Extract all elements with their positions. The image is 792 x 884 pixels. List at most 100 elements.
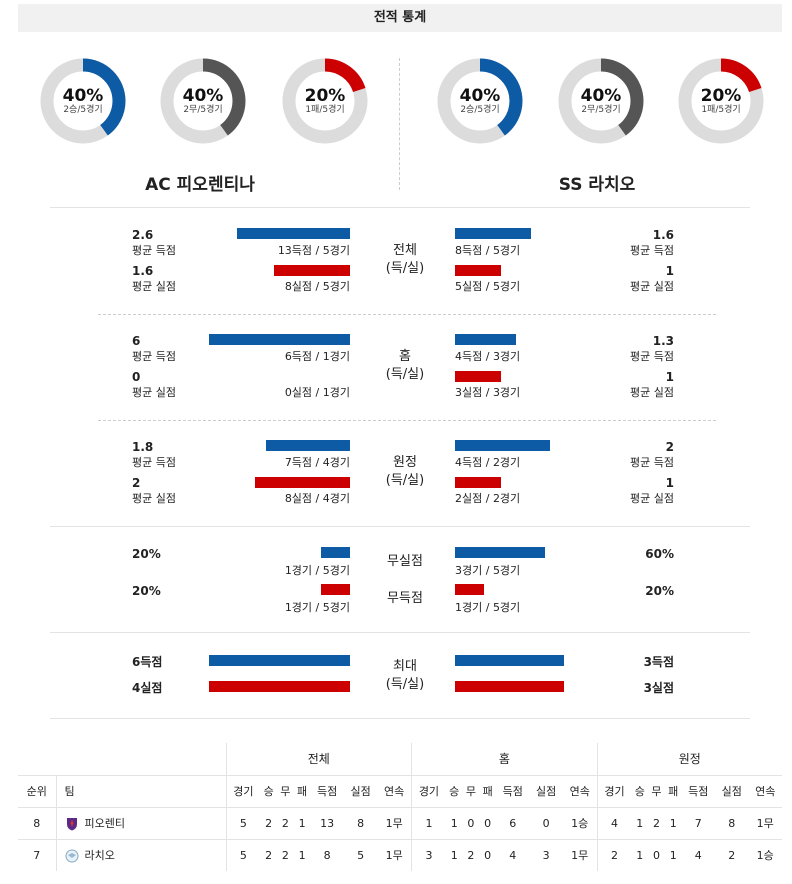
away-max-conceded: 3실점	[643, 681, 674, 695]
section-label: 원정	[393, 455, 417, 470]
home-stat-cell: 1	[445, 806, 463, 839]
away-col-header: 승	[631, 774, 649, 807]
team-name[interactable]: 라치오	[84, 849, 115, 863]
away-scored-bar	[455, 228, 531, 239]
away-stat-cell: 1	[631, 838, 649, 871]
home-donut-2: 20% 1패/5경기	[280, 56, 370, 146]
home-col-header: 패	[479, 774, 496, 807]
home-avg-conceded-label: 평균 실점	[132, 492, 176, 505]
home-stat-cell: 1	[411, 806, 446, 839]
team-header: 팀	[55, 774, 226, 807]
away-avg-scored-value: 1.6	[652, 228, 674, 242]
away-scored-detail: 4득점 / 2경기	[455, 456, 521, 469]
home-donut-0: 40% 2승/5경기	[38, 56, 128, 146]
away-stat-cell: 8	[714, 806, 749, 839]
home-conceded-bar	[274, 265, 350, 276]
home-col-header: 승	[445, 774, 463, 807]
away-stat-cell: 7	[681, 806, 715, 839]
total-col-header: 패	[293, 774, 311, 807]
home-avg-scored-value: 2.6	[132, 228, 154, 242]
home-stat-cell: 0	[529, 806, 563, 839]
away-col-header: 패	[664, 774, 682, 807]
home-scored-bar	[209, 334, 350, 345]
max-sublabel: (득/실)	[385, 677, 425, 692]
away-donut-0: 40% 2승/5경기	[435, 56, 525, 146]
table-row: 7 라치오 5 2 2 1 8 5 1무 3 1 2 0 4 3 1무 2 1 0 1 4 2 1승	[18, 838, 782, 871]
away-avg-scored-label: 평균 득점	[630, 350, 674, 363]
away-stat-cell: 2	[648, 806, 665, 839]
away-conceded-bar	[455, 265, 501, 276]
home-blank-bar	[321, 584, 350, 595]
away-blank-value: 20%	[645, 584, 674, 598]
donut-percent: 40%	[459, 85, 501, 106]
home-max-conceded-bar	[209, 681, 350, 692]
home-blank-detail: 1경기 / 5경기	[284, 601, 350, 614]
home-team-name: AC 피오렌티나	[145, 175, 255, 195]
donut-subtitle: 1패/5경기	[305, 104, 345, 115]
away-stat-cell: 4	[596, 806, 632, 839]
divider	[50, 718, 750, 719]
home-conceded-detail: 8실점 / 4경기	[284, 492, 350, 505]
donut-subtitle: 2무/5경기	[581, 104, 621, 115]
home-col-header: 득점	[495, 774, 530, 807]
home-stat-cell: 0	[479, 838, 496, 871]
away-max-scored: 3득점	[643, 655, 674, 669]
home-col-header: 무	[462, 774, 480, 807]
away-stat-cell: 2	[596, 838, 632, 871]
away-stat-cell: 0	[648, 838, 665, 871]
away-stat-cell: 4	[681, 838, 715, 871]
group-header-away: 원정	[596, 743, 782, 775]
team-cell[interactable]: 라치오	[55, 838, 226, 871]
donut-subtitle: 1패/5경기	[701, 104, 741, 115]
away-avg-scored-label: 평균 득점	[630, 456, 674, 469]
total-stat-cell: 2	[260, 838, 277, 871]
donut-subtitle: 2승/5경기	[460, 104, 500, 115]
total-stat-cell: 5	[225, 806, 261, 839]
home-col-header: 연속	[562, 774, 598, 807]
section-divider	[50, 526, 750, 527]
away-stat-cell: 1무	[748, 806, 782, 839]
section-divider	[98, 420, 716, 421]
away-stat-cell: 1	[631, 806, 649, 839]
total-col-header: 경기	[225, 774, 261, 807]
home-clean-sheet-detail: 1경기 / 5경기	[284, 564, 350, 577]
home-conceded-bar	[255, 477, 350, 488]
group-header-total: 전체	[225, 743, 412, 775]
home-max-conceded: 4실점	[132, 681, 163, 695]
total-stat-cell: 8	[310, 838, 344, 871]
team-name[interactable]: 피오렌티	[84, 817, 125, 830]
home-conceded-detail: 8실점 / 5경기	[284, 280, 350, 293]
team-cell[interactable]: 피오렌티	[55, 806, 226, 839]
away-scored-bar	[455, 334, 516, 345]
donut-percent: 40%	[182, 85, 224, 106]
total-stat-cell: 2	[276, 806, 294, 839]
rank-header: 순위	[18, 774, 56, 807]
away-avg-conceded-label: 평균 실점	[630, 280, 674, 293]
away-scored-detail: 8득점 / 5경기	[455, 244, 521, 257]
away-col-header: 득점	[681, 774, 715, 807]
home-avg-conceded-label: 평균 실점	[132, 280, 176, 293]
home-col-header: 실점	[529, 774, 563, 807]
table-row: 8 피오렌티 5 2 2 1 13 8 1무 1 1 0 0 6 0 1승 4 1 2 1 7 8 1무	[18, 806, 782, 839]
away-blank-detail: 1경기 / 5경기	[455, 601, 521, 614]
home-clean-sheet-bar	[321, 547, 350, 558]
away-blank-bar	[455, 584, 484, 595]
team-divider	[399, 58, 400, 190]
home-col-header: 경기	[411, 774, 446, 807]
total-col-header: 무	[276, 774, 294, 807]
away-avg-conceded-value: 1	[665, 264, 674, 278]
home-stat-cell: 1무	[562, 838, 598, 871]
home-max-scored-bar	[209, 655, 350, 666]
away-conceded-bar	[455, 477, 501, 488]
total-col-header: 득점	[310, 774, 344, 807]
total-stat-cell: 1무	[377, 838, 412, 871]
total-stat-cell: 2	[276, 838, 294, 871]
home-scored-detail: 6득점 / 1경기	[284, 350, 350, 363]
home-avg-scored-label: 평균 득점	[132, 456, 176, 469]
clean-sheet-label: 무실점	[387, 554, 423, 569]
total-stat-cell: 8	[343, 806, 378, 839]
away-avg-conceded-value: 1	[665, 476, 674, 490]
away-donut-1: 40% 2무/5경기	[556, 56, 646, 146]
home-scored-bar	[237, 228, 350, 239]
away-col-header: 연속	[748, 774, 782, 807]
